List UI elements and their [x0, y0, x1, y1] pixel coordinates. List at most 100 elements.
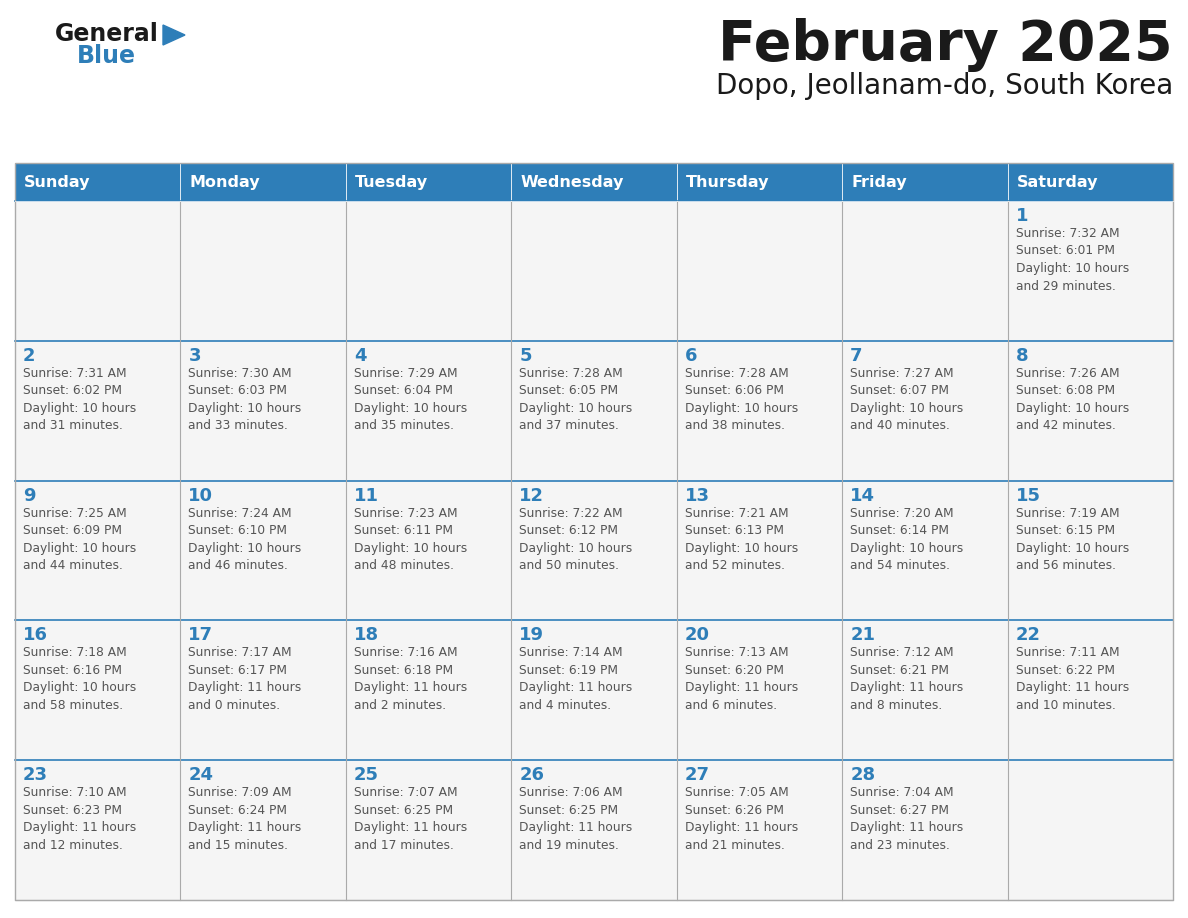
- Bar: [842, 163, 1007, 201]
- Bar: [181, 481, 346, 621]
- Text: Sunrise: 7:20 AM
Sunset: 6:14 PM
Daylight: 10 hours
and 54 minutes.: Sunrise: 7:20 AM Sunset: 6:14 PM Dayligh…: [851, 507, 963, 572]
- Bar: [346, 201, 511, 341]
- Text: General: General: [55, 22, 159, 46]
- Text: Sunrise: 7:22 AM
Sunset: 6:12 PM
Daylight: 10 hours
and 50 minutes.: Sunrise: 7:22 AM Sunset: 6:12 PM Dayligh…: [519, 507, 632, 572]
- Bar: [181, 621, 346, 760]
- Text: 19: 19: [519, 626, 544, 644]
- Text: 9: 9: [23, 487, 36, 505]
- Text: 6: 6: [684, 347, 697, 364]
- Text: 1: 1: [1016, 207, 1028, 225]
- Text: Sunrise: 7:28 AM
Sunset: 6:06 PM
Daylight: 10 hours
and 38 minutes.: Sunrise: 7:28 AM Sunset: 6:06 PM Dayligh…: [684, 367, 798, 432]
- Text: 18: 18: [354, 626, 379, 644]
- Bar: [15, 481, 181, 621]
- Text: 2: 2: [23, 347, 36, 364]
- Bar: [1007, 621, 1173, 760]
- Bar: [346, 760, 511, 900]
- Bar: [15, 201, 181, 341]
- Bar: [15, 163, 1173, 900]
- Text: Sunrise: 7:12 AM
Sunset: 6:21 PM
Daylight: 11 hours
and 8 minutes.: Sunrise: 7:12 AM Sunset: 6:21 PM Dayligh…: [851, 646, 963, 711]
- Bar: [677, 201, 842, 341]
- Text: 10: 10: [189, 487, 214, 505]
- Text: 5: 5: [519, 347, 532, 364]
- Text: Sunrise: 7:06 AM
Sunset: 6:25 PM
Daylight: 11 hours
and 19 minutes.: Sunrise: 7:06 AM Sunset: 6:25 PM Dayligh…: [519, 786, 632, 852]
- Text: Sunrise: 7:30 AM
Sunset: 6:03 PM
Daylight: 10 hours
and 33 minutes.: Sunrise: 7:30 AM Sunset: 6:03 PM Dayligh…: [189, 367, 302, 432]
- Bar: [181, 760, 346, 900]
- Text: Sunrise: 7:25 AM
Sunset: 6:09 PM
Daylight: 10 hours
and 44 minutes.: Sunrise: 7:25 AM Sunset: 6:09 PM Dayligh…: [23, 507, 137, 572]
- Text: Sunrise: 7:09 AM
Sunset: 6:24 PM
Daylight: 11 hours
and 15 minutes.: Sunrise: 7:09 AM Sunset: 6:24 PM Dayligh…: [189, 786, 302, 852]
- Bar: [842, 201, 1007, 341]
- Bar: [181, 201, 346, 341]
- Text: Saturday: Saturday: [1017, 174, 1098, 189]
- Text: 28: 28: [851, 767, 876, 784]
- Text: Sunrise: 7:29 AM
Sunset: 6:04 PM
Daylight: 10 hours
and 35 minutes.: Sunrise: 7:29 AM Sunset: 6:04 PM Dayligh…: [354, 367, 467, 432]
- Text: Sunrise: 7:11 AM
Sunset: 6:22 PM
Daylight: 11 hours
and 10 minutes.: Sunrise: 7:11 AM Sunset: 6:22 PM Dayligh…: [1016, 646, 1129, 711]
- Text: 4: 4: [354, 347, 366, 364]
- Text: 3: 3: [189, 347, 201, 364]
- Text: Sunrise: 7:21 AM
Sunset: 6:13 PM
Daylight: 10 hours
and 52 minutes.: Sunrise: 7:21 AM Sunset: 6:13 PM Dayligh…: [684, 507, 798, 572]
- Text: Dopo, Jeollanam-do, South Korea: Dopo, Jeollanam-do, South Korea: [715, 72, 1173, 100]
- Bar: [677, 760, 842, 900]
- Bar: [15, 341, 181, 481]
- Bar: [1007, 163, 1173, 201]
- Text: 21: 21: [851, 626, 876, 644]
- Bar: [511, 201, 677, 341]
- Bar: [677, 341, 842, 481]
- Bar: [1007, 481, 1173, 621]
- Text: Sunrise: 7:18 AM
Sunset: 6:16 PM
Daylight: 10 hours
and 58 minutes.: Sunrise: 7:18 AM Sunset: 6:16 PM Dayligh…: [23, 646, 137, 711]
- Bar: [15, 760, 181, 900]
- Bar: [677, 481, 842, 621]
- Bar: [346, 341, 511, 481]
- Bar: [511, 621, 677, 760]
- Text: Wednesday: Wednesday: [520, 174, 624, 189]
- Bar: [677, 163, 842, 201]
- Text: 13: 13: [684, 487, 709, 505]
- Text: 27: 27: [684, 767, 709, 784]
- Bar: [181, 341, 346, 481]
- Bar: [1007, 760, 1173, 900]
- Bar: [842, 481, 1007, 621]
- Bar: [346, 481, 511, 621]
- Text: 11: 11: [354, 487, 379, 505]
- Text: Sunrise: 7:24 AM
Sunset: 6:10 PM
Daylight: 10 hours
and 46 minutes.: Sunrise: 7:24 AM Sunset: 6:10 PM Dayligh…: [189, 507, 302, 572]
- Polygon shape: [163, 25, 185, 45]
- Text: Blue: Blue: [77, 44, 135, 68]
- Bar: [1007, 341, 1173, 481]
- Text: Sunrise: 7:13 AM
Sunset: 6:20 PM
Daylight: 11 hours
and 6 minutes.: Sunrise: 7:13 AM Sunset: 6:20 PM Dayligh…: [684, 646, 798, 711]
- Text: 14: 14: [851, 487, 876, 505]
- Text: 25: 25: [354, 767, 379, 784]
- Text: Sunrise: 7:32 AM
Sunset: 6:01 PM
Daylight: 10 hours
and 29 minutes.: Sunrise: 7:32 AM Sunset: 6:01 PM Dayligh…: [1016, 227, 1129, 293]
- Bar: [346, 621, 511, 760]
- Text: 26: 26: [519, 767, 544, 784]
- Bar: [1007, 201, 1173, 341]
- Bar: [511, 341, 677, 481]
- Bar: [842, 760, 1007, 900]
- Text: Sunrise: 7:05 AM
Sunset: 6:26 PM
Daylight: 11 hours
and 21 minutes.: Sunrise: 7:05 AM Sunset: 6:26 PM Dayligh…: [684, 786, 798, 852]
- Text: February 2025: February 2025: [719, 18, 1173, 72]
- Text: Sunday: Sunday: [24, 174, 90, 189]
- Bar: [511, 481, 677, 621]
- Text: Sunrise: 7:31 AM
Sunset: 6:02 PM
Daylight: 10 hours
and 31 minutes.: Sunrise: 7:31 AM Sunset: 6:02 PM Dayligh…: [23, 367, 137, 432]
- Bar: [15, 621, 181, 760]
- Bar: [181, 163, 346, 201]
- Bar: [677, 621, 842, 760]
- Bar: [842, 341, 1007, 481]
- Text: 8: 8: [1016, 347, 1028, 364]
- Text: Sunrise: 7:26 AM
Sunset: 6:08 PM
Daylight: 10 hours
and 42 minutes.: Sunrise: 7:26 AM Sunset: 6:08 PM Dayligh…: [1016, 367, 1129, 432]
- Text: 22: 22: [1016, 626, 1041, 644]
- Text: Sunrise: 7:04 AM
Sunset: 6:27 PM
Daylight: 11 hours
and 23 minutes.: Sunrise: 7:04 AM Sunset: 6:27 PM Dayligh…: [851, 786, 963, 852]
- Text: Sunrise: 7:16 AM
Sunset: 6:18 PM
Daylight: 11 hours
and 2 minutes.: Sunrise: 7:16 AM Sunset: 6:18 PM Dayligh…: [354, 646, 467, 711]
- Text: 12: 12: [519, 487, 544, 505]
- Bar: [511, 760, 677, 900]
- Bar: [511, 163, 677, 201]
- Bar: [15, 163, 181, 201]
- Text: 23: 23: [23, 767, 48, 784]
- Text: Sunrise: 7:27 AM
Sunset: 6:07 PM
Daylight: 10 hours
and 40 minutes.: Sunrise: 7:27 AM Sunset: 6:07 PM Dayligh…: [851, 367, 963, 432]
- Bar: [842, 621, 1007, 760]
- Text: Sunrise: 7:10 AM
Sunset: 6:23 PM
Daylight: 11 hours
and 12 minutes.: Sunrise: 7:10 AM Sunset: 6:23 PM Dayligh…: [23, 786, 137, 852]
- Text: 15: 15: [1016, 487, 1041, 505]
- Text: Monday: Monday: [189, 174, 260, 189]
- Text: Sunrise: 7:07 AM
Sunset: 6:25 PM
Daylight: 11 hours
and 17 minutes.: Sunrise: 7:07 AM Sunset: 6:25 PM Dayligh…: [354, 786, 467, 852]
- Bar: [346, 163, 511, 201]
- Text: Thursday: Thursday: [685, 174, 769, 189]
- Text: Sunrise: 7:19 AM
Sunset: 6:15 PM
Daylight: 10 hours
and 56 minutes.: Sunrise: 7:19 AM Sunset: 6:15 PM Dayligh…: [1016, 507, 1129, 572]
